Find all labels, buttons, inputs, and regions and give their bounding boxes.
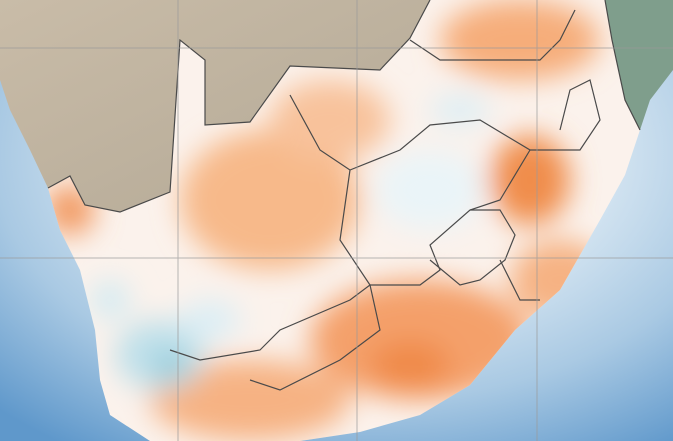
warm-patch [180, 130, 360, 270]
province-border [349, 119, 531, 286]
cool-patch [90, 280, 130, 320]
lesotho-border [429, 209, 516, 286]
borders [47, 0, 641, 391]
province-border [409, 9, 576, 61]
land-northeast [605, 0, 673, 130]
province-border [499, 259, 540, 301]
warm-patch [370, 340, 450, 390]
cool-patch [115, 320, 205, 390]
province-border [249, 284, 381, 391]
cool-patch [156, 353, 184, 377]
country-border [47, 0, 431, 213]
province-border [530, 79, 601, 151]
warm-patch [490, 135, 570, 225]
cool-patch [430, 95, 490, 125]
land-northwest [0, 0, 430, 212]
warm-patch [270, 80, 390, 160]
country-border [604, 0, 641, 131]
province-border [169, 94, 371, 361]
cool-patch [180, 300, 240, 340]
warm-patch [310, 280, 530, 400]
cool-patch [375, 150, 485, 230]
warm-patch [440, 0, 600, 80]
